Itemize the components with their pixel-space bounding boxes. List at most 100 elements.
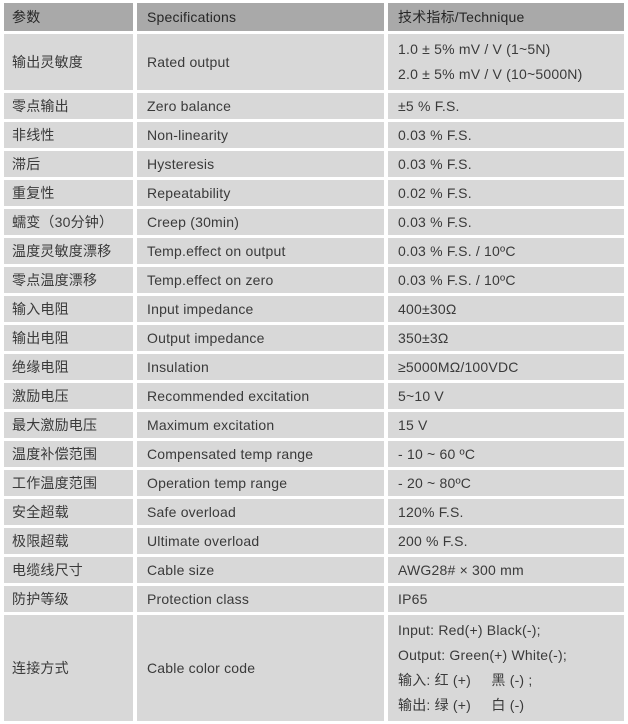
spec-cell-en: Cable size <box>137 557 384 583</box>
value-cell: 400±30Ω <box>388 296 624 322</box>
param-cell-cn: 零点输出 <box>4 93 133 119</box>
value-line: 输入: 红 (+) 黑 (-) ; <box>398 672 533 688</box>
spec-cell-en: Hysteresis <box>137 151 384 177</box>
value-line: IP65 <box>398 590 428 607</box>
param-cell-cn: 输出电阻 <box>4 325 133 351</box>
param-cell-cn: 输入电阻 <box>4 296 133 322</box>
table-row: 重复性 Repeatability 0.02 % F.S. <box>4 180 624 206</box>
value-cell: 200 % F.S. <box>388 528 624 554</box>
value-cell: 5~10 V <box>388 383 624 409</box>
param-cell-cn: 输出灵敏度 <box>4 34 133 90</box>
spec-cell-en: Repeatability <box>137 180 384 206</box>
spec-cell-en: Input impedance <box>137 296 384 322</box>
spec-cell-en: Temp.effect on output <box>137 238 384 264</box>
value-cell: ±5 % F.S. <box>388 93 624 119</box>
value-line: 120% F.S. <box>398 503 464 520</box>
header-param-cn: 参数 <box>4 3 133 31</box>
value-cell: IP65 <box>388 586 624 612</box>
spec-cell-en: Non-linearity <box>137 122 384 148</box>
table-row: 安全超载 Safe overload 120% F.S. <box>4 499 624 525</box>
value-cell: 120% F.S. <box>388 499 624 525</box>
table-row: 电缆线尺寸 Cable size AWG28# × 300 mm <box>4 557 624 583</box>
value-cell: 15 V <box>388 412 624 438</box>
value-cell: 0.03 % F.S. / 10ºC <box>388 238 624 264</box>
table-row: 连接方式 Cable color code Input: Red(+) Black(… <box>4 615 624 721</box>
value-cell: 0.03 % F.S. <box>388 209 624 235</box>
value-cell: 0.03 % F.S. / 10ºC <box>388 267 624 293</box>
value-cell: 350±3Ω <box>388 325 624 351</box>
header-technique: 技术指标/Technique <box>388 3 624 31</box>
param-cell-cn: 安全超载 <box>4 499 133 525</box>
param-cell-cn: 绝缘电阻 <box>4 354 133 380</box>
spec-cell-en: Cable color code <box>137 615 384 721</box>
value-line: 400±30Ω <box>398 300 457 317</box>
value-line: 200 % F.S. <box>398 532 468 549</box>
spec-cell-en: Safe overload <box>137 499 384 525</box>
value-line: 0.02 % F.S. <box>398 184 472 201</box>
table-row: 防护等级 Protection class IP65 <box>4 586 624 612</box>
value-line: Input: Red(+) Black(-); <box>398 622 541 638</box>
spec-cell-en: Operation temp range <box>137 470 384 496</box>
spec-cell-en: Temp.effect on zero <box>137 267 384 293</box>
value-line: - 10 ~ 60 ºC <box>398 445 476 462</box>
param-cell-cn: 零点温度漂移 <box>4 267 133 293</box>
header-row: 参数 Specifications 技术指标/Technique <box>4 3 624 31</box>
value-cell: 0.02 % F.S. <box>388 180 624 206</box>
table-row: 最大激励电压 Maximum excitation 15 V <box>4 412 624 438</box>
spec-table-body: 输出灵敏度 Rated output 1.0 ± 5% mV / V (1~5N) 2… <box>4 34 624 721</box>
value-line: 1.0 ± 5% mV / V (1~5N) <box>398 41 551 57</box>
table-row: 工作温度范围 Operation temp range - 20 ~ 80ºC <box>4 470 624 496</box>
spec-cell-en: Protection class <box>137 586 384 612</box>
value-line: AWG28# × 300 mm <box>398 561 524 578</box>
table-row: 极限超载 Ultimate overload 200 % F.S. <box>4 528 624 554</box>
value-cell: - 10 ~ 60 ºC <box>388 441 624 467</box>
param-cell-cn: 极限超载 <box>4 528 133 554</box>
value-cell: AWG28# × 300 mm <box>388 557 624 583</box>
param-cell-cn: 电缆线尺寸 <box>4 557 133 583</box>
param-cell-cn: 蠕变（30分钟） <box>4 209 133 235</box>
table-row: 零点输出 Zero balance ±5 % F.S. <box>4 93 624 119</box>
value-line: 0.03 % F.S. <box>398 213 472 230</box>
param-cell-cn: 最大激励电压 <box>4 412 133 438</box>
table-row: 温度补偿范围 Compensated temp range - 10 ~ 60 ºC <box>4 441 624 467</box>
param-cell-cn: 滞后 <box>4 151 133 177</box>
value-line: 15 V <box>398 416 428 433</box>
table-row: 滞后 Hysteresis 0.03 % F.S. <box>4 151 624 177</box>
value-cell: 1.0 ± 5% mV / V (1~5N) 2.0 ± 5% mV / V (1… <box>388 34 624 90</box>
value-line: Output: Green(+) White(-); <box>398 647 567 663</box>
value-line: 0.03 % F.S. / 10ºC <box>398 242 516 259</box>
table-row: 蠕变（30分钟） Creep (30min) 0.03 % F.S. <box>4 209 624 235</box>
value-line: 0.03 % F.S. / 10ºC <box>398 271 516 288</box>
table-row: 温度灵敏度漂移 Temp.effect on output 0.03 % F.S. … <box>4 238 624 264</box>
table-row: 输入电阻 Input impedance 400±30Ω <box>4 296 624 322</box>
value-cell: ≥5000MΩ/100VDC <box>388 354 624 380</box>
table-row: 绝缘电阻 Insulation ≥5000MΩ/100VDC <box>4 354 624 380</box>
header-specifications: Specifications <box>137 3 384 31</box>
param-cell-cn: 非线性 <box>4 122 133 148</box>
spec-cell-en: Insulation <box>137 354 384 380</box>
value-line: ≥5000MΩ/100VDC <box>398 358 519 375</box>
value-line: - 20 ~ 80ºC <box>398 474 472 491</box>
value-line: 输出: 绿 (+) 白 (-) <box>398 697 525 713</box>
spec-cell-en: Output impedance <box>137 325 384 351</box>
spec-cell-en: Compensated temp range <box>137 441 384 467</box>
value-line: ±5 % F.S. <box>398 97 460 114</box>
param-cell-cn: 防护等级 <box>4 586 133 612</box>
table-row: 输出电阻 Output impedance 350±3Ω <box>4 325 624 351</box>
value-cell: - 20 ~ 80ºC <box>388 470 624 496</box>
spec-cell-en: Rated output <box>137 34 384 90</box>
value-line: 2.0 ± 5% mV / V (10~5000N) <box>398 66 583 82</box>
param-cell-cn: 温度灵敏度漂移 <box>4 238 133 264</box>
value-line: 0.03 % F.S. <box>398 155 472 172</box>
spec-cell-en: Zero balance <box>137 93 384 119</box>
spec-cell-en: Recommended excitation <box>137 383 384 409</box>
param-cell-cn: 连接方式 <box>4 615 133 721</box>
param-cell-cn: 重复性 <box>4 180 133 206</box>
value-line: 5~10 V <box>398 387 444 404</box>
value-line: 350±3Ω <box>398 329 449 346</box>
param-cell-cn: 激励电压 <box>4 383 133 409</box>
value-line: 0.03 % F.S. <box>398 126 472 143</box>
table-row: 激励电压 Recommended excitation 5~10 V <box>4 383 624 409</box>
value-cell: Input: Red(+) Black(-); Output: Green(+) … <box>388 615 624 721</box>
